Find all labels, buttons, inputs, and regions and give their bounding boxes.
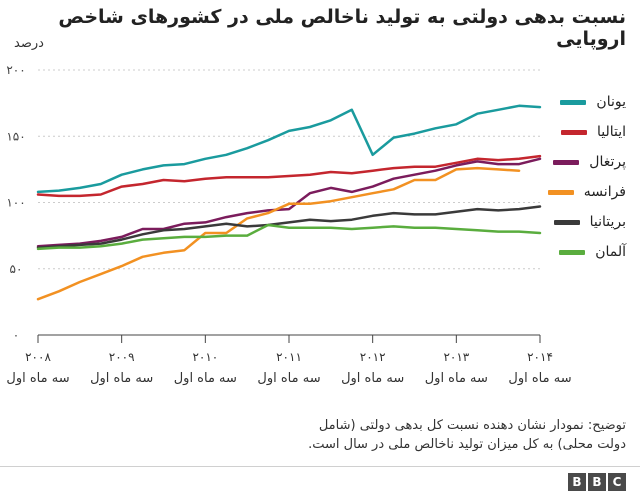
legend-swatch bbox=[559, 249, 586, 255]
legend-label: ایتالیا bbox=[596, 124, 626, 140]
series-line bbox=[36, 205, 542, 249]
bbc-logo-letter: C bbox=[608, 473, 626, 491]
legend-item: یونان bbox=[506, 92, 626, 112]
x-tick-label-quarter: سه ماه اول bbox=[257, 371, 320, 386]
legend-swatch bbox=[553, 159, 580, 165]
note-line-1: توضیح: نمودار نشان دهنده نسبت کل بدهی دو… bbox=[318, 418, 626, 433]
y-tick-label: ۱۵۰ bbox=[6, 129, 25, 143]
legend-item: ایتالیا bbox=[506, 122, 626, 142]
x-tick-label-year: ۲۰۱۲ bbox=[360, 350, 386, 364]
x-tick-label-quarter: سه ماه اول bbox=[6, 371, 69, 386]
legend-item: فرانسه bbox=[506, 182, 626, 202]
bbc-logo-letter: B bbox=[568, 473, 586, 491]
legend: یونان ایتالیا پرتغال فرانسه بریتانیا آلمان bbox=[506, 92, 626, 272]
y-tick-label: ۰ bbox=[13, 328, 19, 342]
legend-swatch bbox=[547, 189, 574, 195]
legend-label: بریتانیا bbox=[589, 214, 626, 230]
series-line bbox=[36, 104, 542, 194]
y-axis-unit: درصد bbox=[14, 36, 44, 51]
bbc-logo: B B C bbox=[568, 473, 626, 491]
legend-swatch bbox=[553, 219, 580, 225]
legend-label: فرانسه bbox=[583, 184, 626, 200]
x-tick-label-quarter: سه ماه اول bbox=[90, 371, 153, 386]
chart-note: توضیح: نمودار نشان دهنده نسبت کل بدهی دو… bbox=[206, 416, 626, 454]
x-tick-label-year: ۲۰۱۰ bbox=[192, 350, 218, 364]
x-tick-label-year: ۲۰۱۳ bbox=[443, 350, 469, 364]
y-tick-label: ۱۰۰ bbox=[6, 196, 25, 210]
x-tick-label-quarter: سه ماه اول bbox=[341, 371, 404, 386]
series-line bbox=[36, 166, 521, 301]
y-tick-label: ۵۰ bbox=[10, 262, 23, 276]
series-line bbox=[36, 157, 542, 248]
x-tick-label-quarter: سه ماه اول bbox=[508, 371, 571, 386]
legend-swatch bbox=[560, 99, 587, 105]
bbc-logo-letter: B bbox=[588, 473, 606, 491]
x-tick-label-year: ۲۰۰۹ bbox=[109, 350, 135, 364]
x-tick-label-year: ۲۰۱۴ bbox=[527, 350, 553, 364]
series-line bbox=[36, 154, 542, 198]
legend-label: پرتغال bbox=[589, 154, 626, 170]
chart-title: نسبت بدهی دولتی به تولید ناخالص ملی در ک… bbox=[58, 6, 626, 50]
x-tick-label-year: ۲۰۱۱ bbox=[276, 350, 302, 364]
legend-label: آلمان bbox=[595, 244, 626, 260]
legend-item: پرتغال bbox=[506, 152, 626, 172]
x-tick-label-quarter: سه ماه اول bbox=[174, 371, 237, 386]
x-tick-label-year: ۲۰۰۸ bbox=[25, 350, 51, 364]
series-line bbox=[36, 223, 542, 251]
footer-divider bbox=[0, 466, 640, 467]
legend-item: بریتانیا bbox=[506, 212, 626, 232]
x-tick-label-quarter: سه ماه اول bbox=[425, 371, 488, 386]
legend-item: آلمان bbox=[506, 242, 626, 262]
line-chart: ۰ ۵۰ ۱۰۰ ۱۵۰ ۲۰۰ ۲۰۰۸ سه ماه اول ۲۰۰۹ سه ماه اول… bbox=[6, 63, 571, 386]
y-tick-label: ۲۰۰ bbox=[6, 63, 25, 77]
legend-label: یونان bbox=[596, 94, 626, 110]
legend-swatch bbox=[560, 129, 587, 135]
note-line-2: دولت محلی) به کل میزان تولید ناخالص ملی … bbox=[308, 437, 626, 452]
